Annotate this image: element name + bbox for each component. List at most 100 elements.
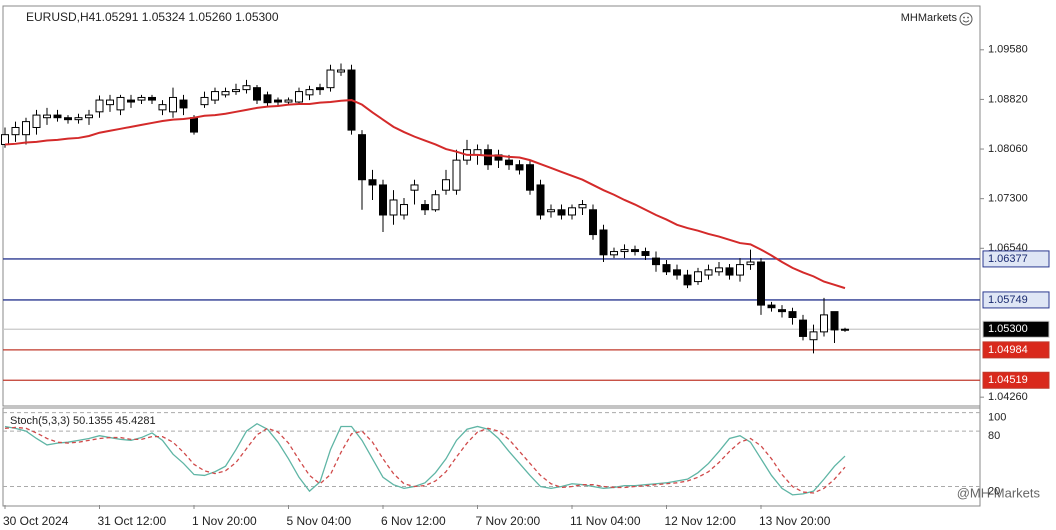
candle-body	[557, 209, 566, 216]
candle-body	[1, 134, 9, 145]
y-tick-label: 1.04260	[988, 391, 1028, 403]
y-tick-label: 1.09580	[988, 44, 1028, 56]
candle-body	[704, 269, 713, 276]
x-tick-label: 31 Oct 12:00	[98, 514, 167, 528]
candle-body	[337, 69, 345, 73]
level-label-box	[982, 250, 1050, 268]
candle-body	[274, 99, 282, 103]
candle-body	[715, 267, 723, 273]
candle-body	[326, 69, 335, 89]
candle-body	[379, 184, 387, 216]
indicator-panel	[2, 407, 981, 507]
candle-body	[610, 251, 618, 256]
candle-body	[631, 249, 639, 253]
candle-body	[400, 204, 408, 216]
brand: MHMarkets	[901, 12, 958, 24]
level-label: 1.04984	[988, 344, 1028, 356]
candle-body	[589, 209, 597, 236]
candle-body	[53, 114, 62, 119]
candle-body	[358, 134, 366, 181]
candle-body	[295, 91, 303, 103]
candle-body	[221, 91, 230, 96]
candle-body	[515, 164, 524, 171]
candle-body	[200, 96, 209, 106]
x-tick-label: 11 Nov 04:00	[570, 514, 641, 528]
candle-body	[305, 89, 314, 96]
candle-body	[746, 261, 755, 266]
candle-body	[253, 87, 261, 101]
candle-body	[190, 117, 198, 133]
candle-body	[127, 99, 135, 103]
candle-body	[452, 159, 461, 191]
x-tick-label: 1 Nov 20:00	[192, 514, 257, 528]
level-label-box	[982, 291, 1050, 309]
candle-body	[179, 99, 188, 109]
candle-body	[809, 331, 818, 341]
candle-body	[694, 271, 702, 283]
candle-body	[673, 269, 681, 276]
candle-body	[725, 267, 734, 276]
candle-body	[526, 164, 534, 191]
candle-body	[95, 99, 104, 113]
symbol-title: EURUSD,H4	[26, 10, 96, 24]
candle-body	[568, 207, 576, 216]
candle-body	[683, 274, 692, 286]
moving-average	[4, 99, 846, 290]
candle-body	[74, 117, 83, 121]
indicator-tick-label: 20	[988, 485, 1000, 497]
candle-body	[578, 204, 587, 209]
candle-body	[442, 179, 450, 191]
y-tick-label: 1.08820	[988, 93, 1028, 105]
x-tick-label: 7 Nov 20:00	[476, 514, 541, 528]
indicator-tick-label: 100	[988, 412, 1006, 424]
candle-body	[148, 96, 156, 101]
candle-body	[263, 94, 272, 104]
x-tick-label: 12 Nov 12:00	[665, 514, 737, 528]
x-tick-label: 5 Nov 04:00	[287, 514, 352, 528]
candle-body	[421, 204, 429, 211]
level-label-box	[982, 320, 1050, 338]
candle-body	[505, 159, 513, 166]
candle-body	[599, 229, 608, 256]
level-label: 1.05749	[988, 294, 1028, 306]
candle-body	[736, 264, 744, 276]
candle-body	[431, 194, 440, 211]
candle-body	[169, 96, 177, 113]
candle-body	[536, 184, 545, 216]
watermark: @MH Markets	[957, 485, 1041, 500]
level-label: 1.04519	[988, 374, 1028, 386]
candle-body	[64, 117, 72, 121]
candle-body	[799, 319, 807, 337]
candle-body	[841, 328, 849, 331]
indicator-title: Stoch(5,3,3) 50.1355 45.4281	[10, 415, 156, 427]
level-label-box	[982, 371, 1050, 389]
candle-body	[316, 87, 324, 91]
candle-body	[85, 114, 93, 119]
candle-body	[22, 121, 30, 136]
candle-body	[652, 257, 660, 266]
ohlc-values: 1.05291 1.05324 1.05260 1.05300	[95, 10, 279, 24]
indicator-line	[4, 422, 846, 496]
main-panel	[2, 5, 981, 407]
candle-body	[158, 104, 167, 111]
y-tick-label: 1.08060	[988, 143, 1028, 155]
x-tick-label: 13 Nov 20:00	[759, 514, 831, 528]
candle-body	[778, 309, 786, 313]
candle-body	[106, 99, 114, 106]
level-label: 1.06377	[988, 253, 1028, 265]
candle-body	[368, 179, 377, 186]
candle-body	[137, 96, 146, 101]
candle-body	[767, 304, 776, 309]
candle-body	[820, 314, 828, 333]
candle-body	[32, 114, 41, 128]
candle-body	[788, 311, 797, 319]
indicator-tick-label: 80	[988, 430, 1000, 442]
x-tick-label: 6 Nov 12:00	[381, 514, 446, 528]
candle-body	[547, 209, 555, 213]
candle-body	[116, 96, 125, 111]
candle-body	[662, 264, 671, 273]
candle-body	[11, 126, 20, 136]
level-label: 1.05300	[988, 323, 1028, 335]
